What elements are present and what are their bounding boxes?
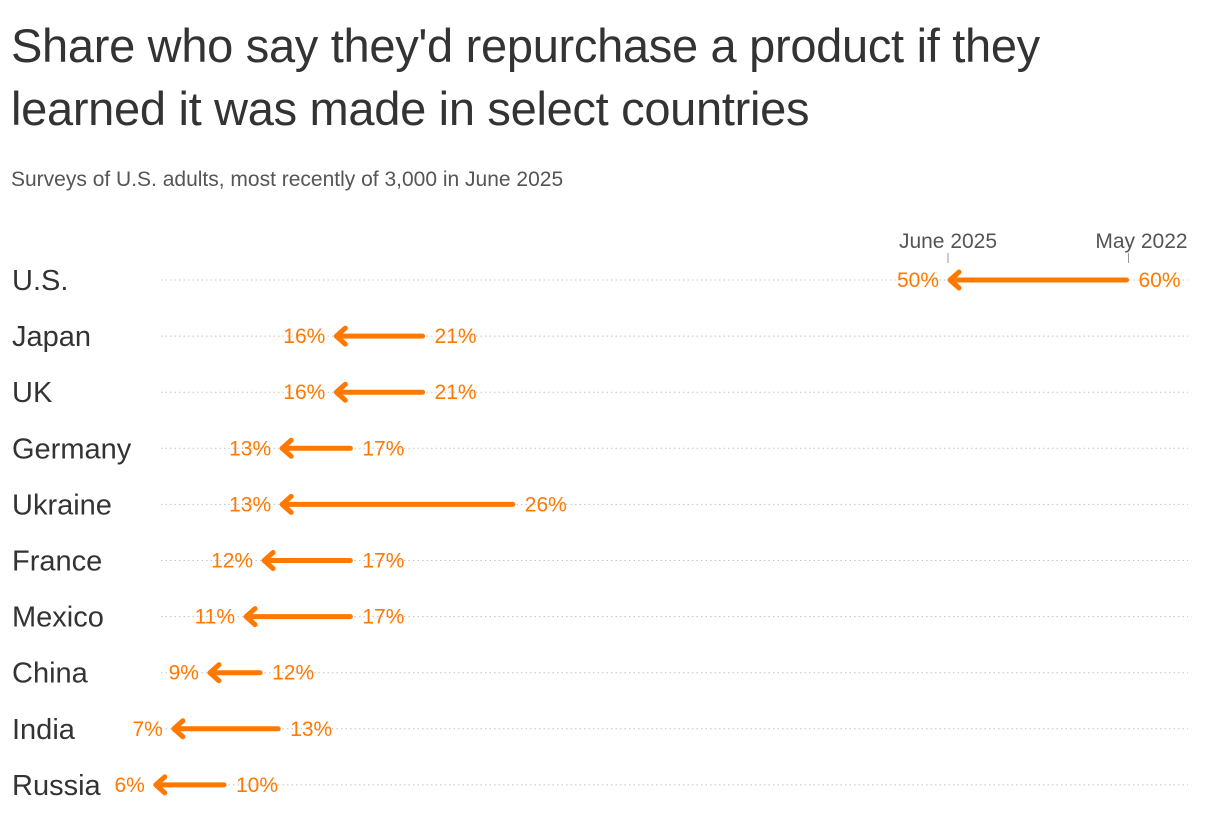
legend: June 2025 May 2022 xyxy=(899,230,1188,263)
may-2022-value-label: 10% xyxy=(236,774,278,797)
legend-may-2022: May 2022 xyxy=(1095,230,1187,253)
category-label: Mexico xyxy=(12,602,104,634)
june-2025-value-label: 12% xyxy=(211,550,253,573)
may-2022-value-label: 21% xyxy=(435,381,477,404)
category-label: Germany xyxy=(12,433,132,465)
change-arrow-head xyxy=(153,774,168,796)
change-arrow-head xyxy=(243,606,258,628)
category-label: U.S. xyxy=(12,265,68,297)
may-2022-value-label: 21% xyxy=(435,325,477,348)
legend-june-2025: June 2025 xyxy=(899,230,997,253)
june-2025-value-label: 6% xyxy=(114,774,144,797)
chart-subtitle: Surveys of U.S. adults, most recently of… xyxy=(11,168,564,191)
category-label: China xyxy=(12,658,89,690)
june-2025-value-label: 13% xyxy=(229,493,271,516)
may-2022-value-label: 26% xyxy=(525,493,567,516)
may-2022-value-label: 17% xyxy=(362,606,404,629)
june-2025-value-label: 9% xyxy=(169,662,199,685)
category-label: Japan xyxy=(12,321,91,353)
may-2022-value-label: 12% xyxy=(272,662,314,685)
category-label: India xyxy=(12,714,76,746)
may-2022-value-label: 17% xyxy=(362,437,404,460)
june-2025-value-label: 13% xyxy=(229,437,271,460)
change-arrow-head xyxy=(947,269,962,291)
change-arrow-head xyxy=(279,493,294,515)
june-2025-value-label: 16% xyxy=(283,381,325,404)
change-arrow-head xyxy=(333,381,348,403)
june-2025-value-label: 11% xyxy=(195,606,235,629)
change-arrow-head xyxy=(279,437,294,459)
change-arrow-head xyxy=(333,325,348,347)
category-label: France xyxy=(12,546,102,578)
june-2025-value-label: 7% xyxy=(132,718,162,741)
change-arrow-head xyxy=(171,718,186,740)
june-2025-value-label: 16% xyxy=(283,325,325,348)
chart-rows: U.S. 50% 60% Japan 16% 21% UK 16% 21% Germany 13% 1… xyxy=(12,265,1181,802)
may-2022-value-label: 60% xyxy=(1139,269,1181,292)
may-2022-value-label: 13% xyxy=(290,718,332,741)
change-arrow-head xyxy=(261,550,276,571)
june-2025-value-label: 50% xyxy=(897,269,939,292)
category-label: Ukraine xyxy=(12,489,112,521)
category-label: UK xyxy=(12,377,53,409)
grid-lines xyxy=(161,279,1188,786)
change-arrow-head xyxy=(207,662,222,684)
may-2022-value-label: 17% xyxy=(362,550,404,573)
chart-title: Share who say they'd repurchase a produc… xyxy=(11,19,1040,135)
category-label: Russia xyxy=(12,770,102,802)
